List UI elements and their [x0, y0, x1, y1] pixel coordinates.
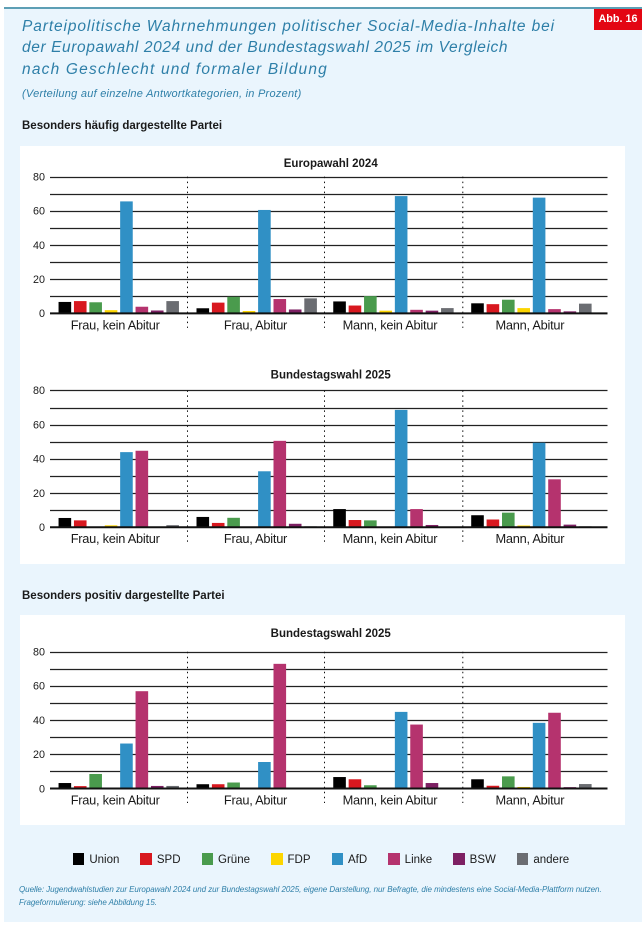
svg-text:20: 20 — [33, 749, 45, 761]
svg-text:Frau, kein Abitur: Frau, kein Abitur — [71, 317, 161, 332]
svg-text:Bundestagswahl 2025: Bundestagswahl 2025 — [271, 370, 392, 382]
svg-text:Mann, kein Abitur: Mann, kein Abitur — [343, 317, 439, 332]
svg-text:0: 0 — [39, 783, 45, 795]
svg-text:60: 60 — [33, 681, 45, 693]
svg-text:Bundestagswahl 2025: Bundestagswahl 2025 — [271, 628, 392, 640]
svg-text:Mann, kein Abitur: Mann, kein Abitur — [343, 793, 439, 808]
svg-text:Mann, Abitur: Mann, Abitur — [495, 531, 565, 546]
svg-text:Frau, Abitur: Frau, Abitur — [224, 531, 288, 546]
svg-text:40: 40 — [33, 454, 45, 466]
svg-text:Frau, Abitur: Frau, Abitur — [224, 317, 288, 332]
svg-text:40: 40 — [33, 240, 45, 252]
svg-text:Frau, kein Abitur: Frau, kein Abitur — [71, 531, 161, 546]
svg-text:Frau, kein Abitur: Frau, kein Abitur — [71, 793, 161, 808]
svg-text:Mann, kein Abitur: Mann, kein Abitur — [343, 531, 439, 546]
svg-text:0: 0 — [39, 522, 45, 534]
svg-text:Mann, Abitur: Mann, Abitur — [495, 317, 565, 332]
svg-text:20: 20 — [33, 488, 45, 500]
svg-text:60: 60 — [33, 206, 45, 218]
svg-text:60: 60 — [33, 419, 45, 431]
svg-text:80: 80 — [33, 171, 45, 183]
svg-text:Frau, Abitur: Frau, Abitur — [224, 793, 288, 808]
svg-text:80: 80 — [33, 385, 45, 397]
svg-text:80: 80 — [33, 647, 45, 659]
svg-text:Mann, Abitur: Mann, Abitur — [495, 793, 565, 808]
svg-text:Europawahl 2024: Europawahl 2024 — [284, 158, 379, 170]
svg-text:40: 40 — [33, 715, 45, 727]
svg-text:0: 0 — [39, 308, 45, 320]
svg-text:20: 20 — [33, 274, 45, 286]
